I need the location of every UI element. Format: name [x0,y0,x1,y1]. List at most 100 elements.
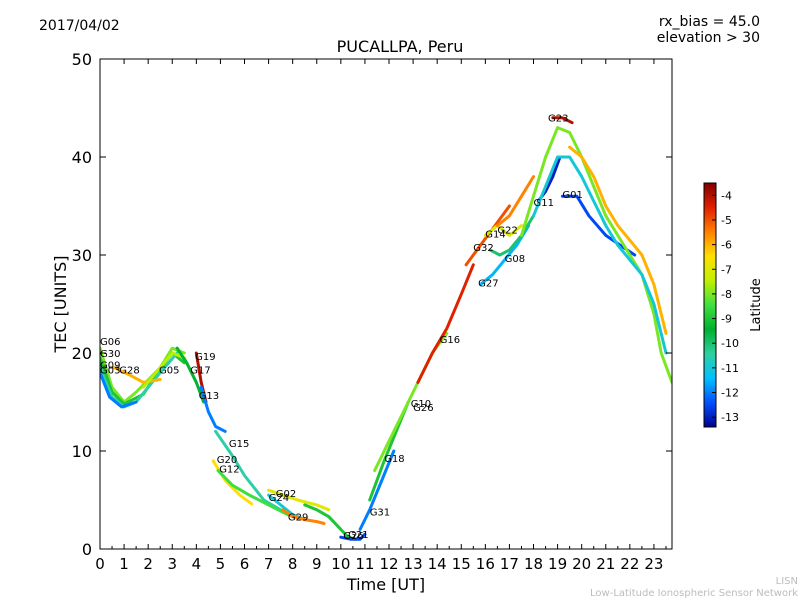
sat-label-g26: G26 [343,531,363,542]
sat-label-g13: G13 [199,391,219,402]
series-line-g23 [551,116,574,125]
sat-label-g01: G01 [562,190,582,201]
series-line-g02 [267,488,331,512]
x-tick-label: 8 [288,555,298,573]
series-line-g16 [416,263,475,384]
series-line-g12 [216,469,290,517]
sat-label-g06: G06 [100,337,120,348]
series-line-g06 [100,346,186,404]
colorbar-tick-label: -5 [721,214,732,227]
y-axis: 0 10 20 30 40 50 [72,50,672,559]
sat-label-g03: G03 [100,366,120,377]
sat-label-g21: G21 [348,530,368,541]
colorbar-ticks: -4 -5 -6 -7 -8 -9 -10 -11 -12 -13 [712,189,739,424]
y-tick-label: 20 [72,344,92,363]
x-tick-label: 9 [312,555,322,573]
y-tick-label: 40 [72,148,92,167]
y-axis-label: TEC [UNITS] [51,256,70,354]
series-line-g17 [175,346,206,404]
series-line-g26 [339,532,367,541]
y-tick-label: 50 [72,50,92,69]
sat-label-g29: G29 [288,513,308,524]
x-tick-label: 21 [596,555,615,573]
x-tick-label: 4 [192,555,202,573]
date-label: 2017/04/02 [39,18,120,34]
series-line-g29 [281,508,326,525]
x-tick-label: 11 [355,555,374,573]
sat-label-g10: G10 [411,399,431,410]
series-line-g01 [560,194,637,257]
colorbar-tick-label: -13 [721,411,739,424]
colorbar [703,182,717,428]
sat-label-g11: G11 [534,198,554,209]
series-line-g13 [199,385,227,433]
x-tick-label: 23 [644,555,663,573]
sat-label-g16: G16 [440,335,460,346]
chart-title: PUCALLPA, Peru [336,37,464,56]
sat-label-g20: G20 [217,455,237,466]
x-tick-label: 7 [264,555,274,573]
x-tick-label: 1 [119,555,129,573]
colorbar-label: Latitude [749,278,764,332]
credit-lisn: LISN [775,576,798,587]
x-tick-label: 2 [143,555,153,573]
sat-label-g09: G09 [100,361,120,372]
series-line-g22b [568,145,668,335]
y-tick-label: 10 [72,442,92,461]
colorbar-tick-label: -8 [721,288,732,301]
x-tick-label: 6 [240,555,250,573]
sat-label-g31: G31 [370,508,390,519]
x-axis-label: Time [UT] [346,575,425,594]
series-line-g08 [488,214,535,257]
x-tick-label: 20 [572,555,591,573]
rx-bias-note: rx_bias = 45.0 [658,14,760,30]
sat-label-g27: G27 [478,278,498,289]
sat-label-g18: G18 [384,454,404,465]
x-tick-label: 22 [620,555,639,573]
sat-label-g26: G26 [413,403,433,414]
sat-label-g28: G28 [119,366,139,377]
x-tick-label: 0 [95,555,105,573]
x-tick-label: 10 [331,555,350,573]
y-tick-label: 30 [72,246,92,265]
sat-label-g17: G17 [190,366,210,377]
x-tick-label: 12 [379,555,398,573]
x-tick-label: 14 [428,555,447,573]
colorbar-tick-label: -12 [721,386,739,399]
x-tick-label: 15 [452,555,471,573]
x-tick-label: 3 [167,555,177,573]
colorbar-tick-label: -10 [721,337,739,350]
x-axis: 0 1 2 3 4 5 6 7 8 9 10 11 12 13 14 15 16 17 18 19 20 21 22 23 [95,59,667,573]
colorbar-tick-label: -11 [721,362,739,375]
x-tick-label: 5 [216,555,226,573]
plot-frame [99,58,673,550]
series-line-g15 [214,429,283,512]
series-line-g23b [520,126,672,384]
sat-label-g32: G32 [473,243,493,254]
x-tick-label: 16 [476,555,495,573]
x-tick-label: 18 [524,555,543,573]
x-tick-label: 17 [500,555,519,573]
sat-label-g08: G08 [505,254,525,265]
sat-label-g12: G12 [219,465,239,476]
sat-label-g02: G02 [276,489,296,500]
elevation-note: elevation > 30 [656,30,760,46]
x-tick-label: 13 [404,555,423,573]
series-line-g31 [358,449,396,531]
sat-label-g15: G15 [229,439,249,450]
colorbar-tick-label: -4 [721,189,732,202]
colorbar-tick-label: -9 [721,313,732,326]
sat-label-g19: G19 [195,352,215,363]
sat-label-g05: G05 [159,366,179,377]
series-line-g07b [532,155,668,355]
sat-label-g30: G30 [100,349,120,360]
series-line-g03 [100,371,138,409]
sat-label-g23: G23 [548,114,568,125]
series-line-g22 [495,175,535,228]
sat-label-g24: G24 [269,493,289,504]
y-tick-label: 0 [82,540,92,559]
sat-label-g22: G22 [497,225,517,236]
sat-label-g14: G14 [485,229,505,240]
